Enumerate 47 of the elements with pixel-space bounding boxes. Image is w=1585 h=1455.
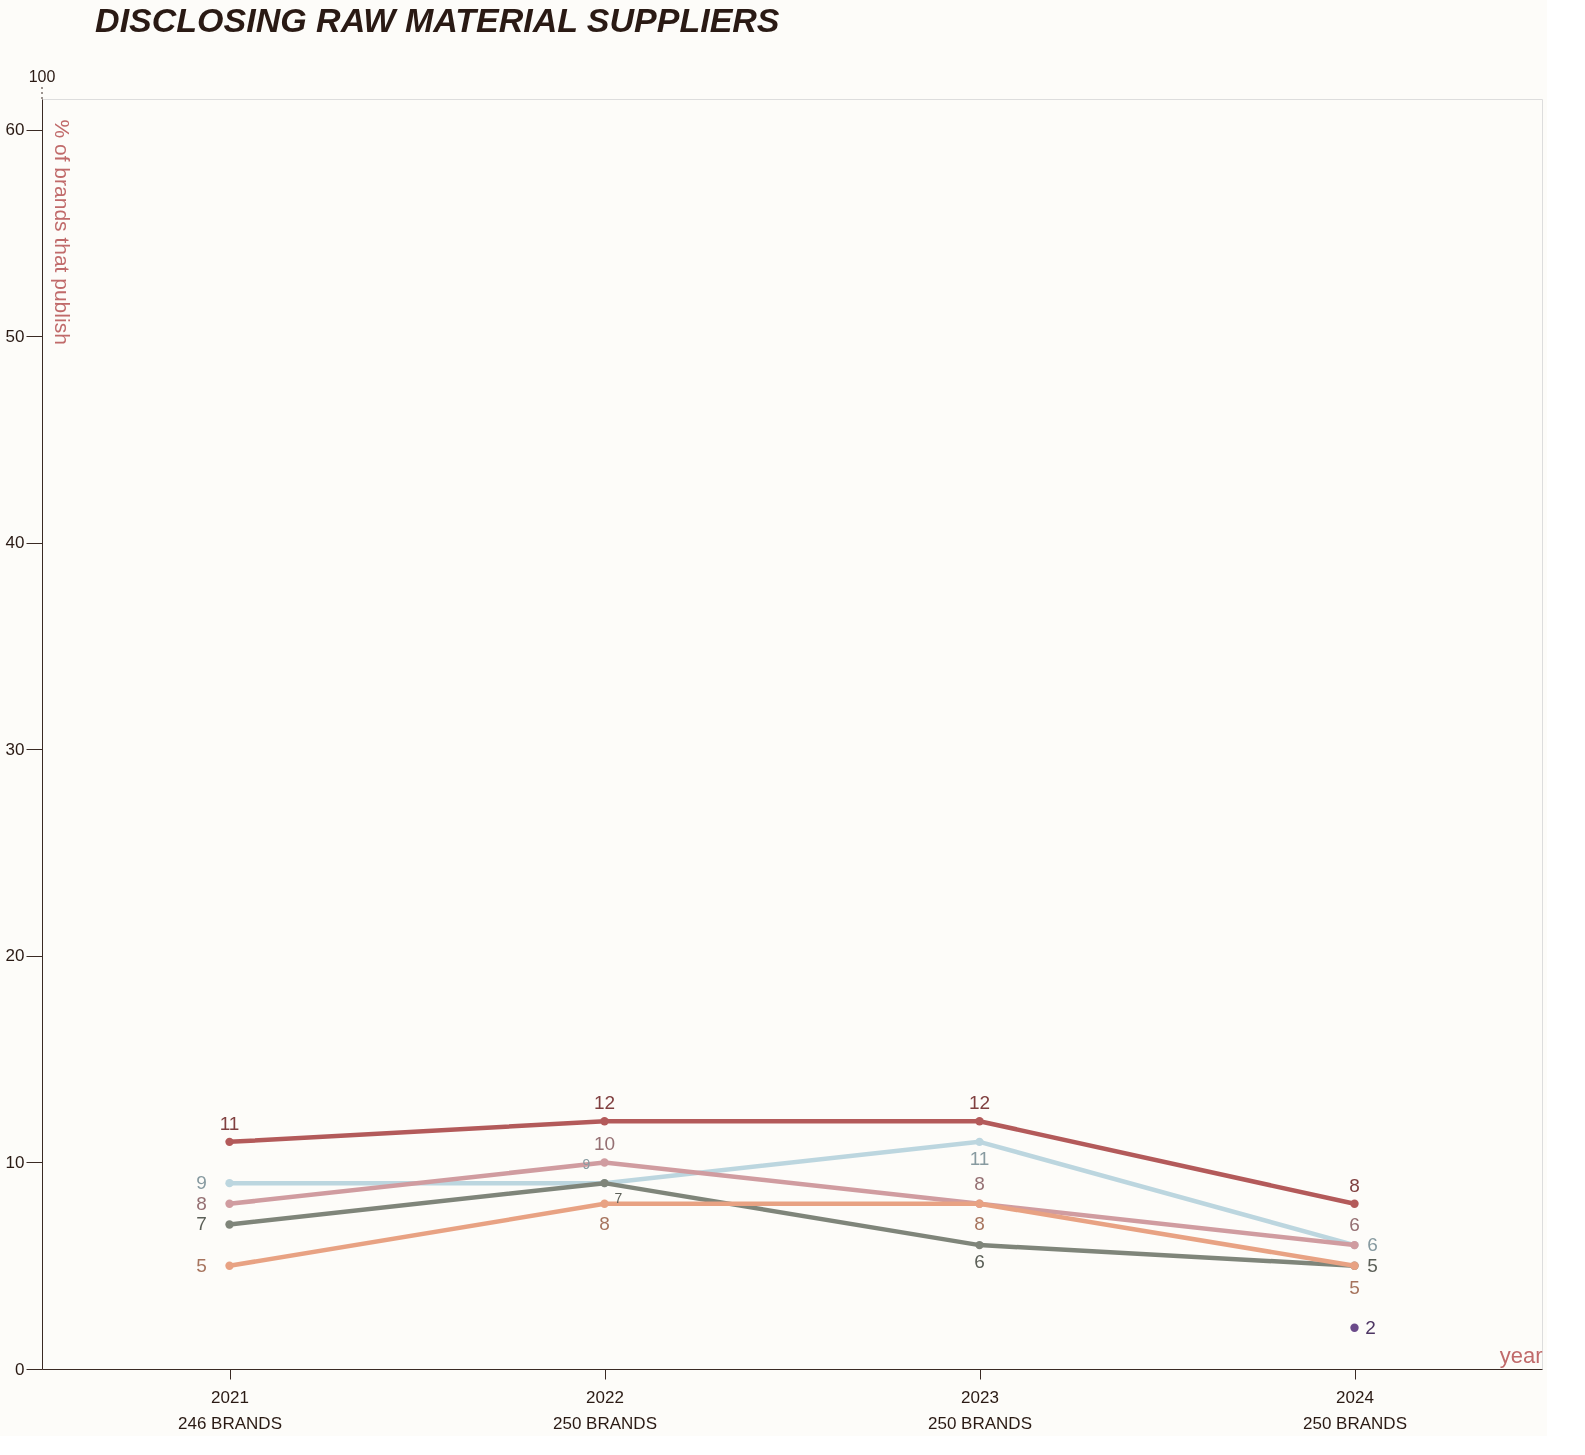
point xyxy=(225,1199,234,1208)
point xyxy=(225,1178,234,1188)
data-label: 7 xyxy=(196,1213,207,1235)
x-tick-label: 2024 250 BRANDS xyxy=(1303,1387,1407,1433)
data-label: 9 xyxy=(196,1172,207,1194)
y-axis-title: % of brands that publish xyxy=(50,119,74,345)
y-tick-label: 30 xyxy=(5,739,25,759)
data-label: 8 xyxy=(974,1212,985,1234)
data-label: 5 xyxy=(1367,1254,1378,1276)
x-tick-label: 2023 250 BRANDS xyxy=(928,1387,1032,1433)
point xyxy=(600,1158,609,1167)
point xyxy=(975,1117,984,1126)
data-label: 8 xyxy=(974,1172,985,1194)
y-tick-label: 0 xyxy=(15,1359,25,1379)
point xyxy=(225,1220,234,1229)
data-label: 8 xyxy=(196,1192,207,1214)
text: 100 xyxy=(28,68,56,85)
point xyxy=(1350,1199,1359,1208)
annotation: 7 xyxy=(614,1190,623,1207)
data-label: 6 xyxy=(1349,1214,1360,1236)
point xyxy=(975,1137,984,1147)
data-label: 8 xyxy=(1349,1174,1360,1196)
data-label: 10 xyxy=(593,1133,616,1155)
chart-title: DISCLOSING RAW MATERIAL SUPPLIERS xyxy=(95,1,780,39)
data-label: 5 xyxy=(196,1254,207,1276)
y-tick-label: 20 xyxy=(5,946,25,966)
point xyxy=(600,1199,609,1208)
data-label: 12 xyxy=(968,1092,991,1114)
y-tick-label: 50 xyxy=(5,326,25,346)
point xyxy=(975,1240,984,1250)
data-label: 5 xyxy=(1349,1276,1360,1298)
x-axis-title: year xyxy=(1499,1342,1543,1368)
point xyxy=(600,1117,609,1126)
data-label: 12 xyxy=(593,1092,616,1114)
point xyxy=(225,1261,234,1270)
data-label: 8 xyxy=(599,1212,610,1234)
x-tick-label: 2021 246 BRANDS xyxy=(178,1387,282,1433)
data-label: 6 xyxy=(974,1251,985,1273)
data-label: 6 xyxy=(1367,1234,1378,1256)
y-tick-label: 10 xyxy=(5,1153,25,1172)
x-tick-label: 2022 250 BRANDS xyxy=(553,1387,657,1433)
y-tick-label: 60 xyxy=(5,120,25,140)
y-tick-label: 40 xyxy=(5,533,25,553)
data-label: 11 xyxy=(969,1147,990,1169)
data-label: 11 xyxy=(219,1112,240,1134)
data-label: 2 xyxy=(1365,1316,1376,1338)
point xyxy=(225,1137,234,1147)
